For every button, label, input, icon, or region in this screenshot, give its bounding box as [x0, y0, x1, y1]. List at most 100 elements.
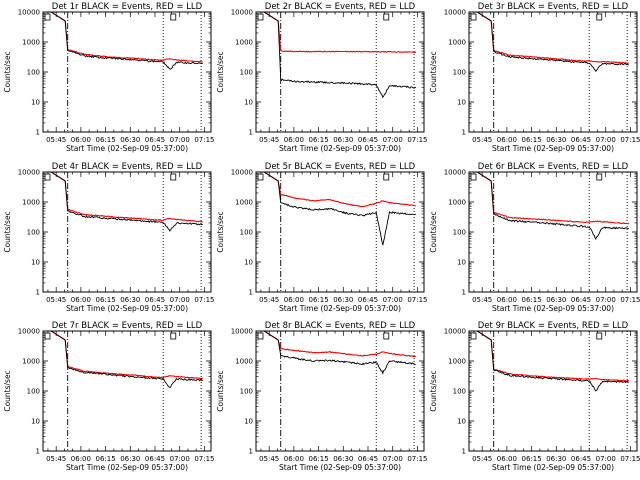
y-tick-label: 10000	[231, 9, 253, 17]
saa-marker	[383, 173, 390, 181]
x-axis-label: Start Time (02-Sep-09 05:37:00)	[279, 463, 401, 472]
panel-title: Det 7r BLACK = Events, RED = LLD	[52, 321, 203, 331]
plot-frame	[255, 171, 425, 293]
lld-series-line	[469, 12, 629, 64]
y-tick-label: 10	[457, 418, 466, 426]
panel-title: Det 2r BLACK = Events, RED = LLD	[265, 2, 416, 12]
x-tick-label: 07:00	[170, 296, 190, 304]
x-tick-label: 06:30	[333, 296, 353, 304]
events-series-line	[469, 12, 629, 72]
y-tick-label: 10	[457, 259, 466, 267]
panel-4: Det 4r BLACK = Events, RED = LLD Counts/s…	[3, 162, 215, 313]
x-tick-label: 06:45	[358, 296, 378, 304]
panel-8: Det 8r BLACK = Events, RED = LLD Counts/s…	[216, 321, 428, 472]
plot-frame	[468, 11, 638, 133]
lld-series-line	[256, 331, 416, 358]
y-axis-label: Counts/sec	[429, 370, 438, 411]
y-tick-label: 100	[27, 69, 40, 77]
x-axis-label: Start Time (02-Sep-09 05:37:00)	[492, 304, 614, 313]
y-tick-label: 100	[27, 229, 40, 237]
y-tick-label: 1	[249, 448, 253, 456]
x-tick-label: 06:30	[546, 455, 566, 463]
plot-frame	[42, 11, 212, 133]
x-tick-label: 05:45	[46, 136, 66, 144]
y-axis-label: Counts/sec	[429, 211, 438, 252]
plot-frame	[468, 330, 638, 452]
x-tick-label: 05:45	[472, 296, 492, 304]
y-tick-label: 1	[36, 289, 40, 297]
y-tick-label: 1000	[22, 199, 40, 207]
x-axis-label: Start Time (02-Sep-09 05:37:00)	[66, 304, 188, 313]
y-tick-label: 100	[27, 388, 40, 396]
panel-6: Det 6r BLACK = Events, RED = LLD Counts/s…	[429, 162, 640, 313]
plot-frame	[42, 330, 212, 452]
y-tick-label: 1	[462, 129, 466, 137]
y-tick-label: 10	[31, 259, 40, 267]
x-axis-label: Start Time (02-Sep-09 05:37:00)	[66, 144, 188, 153]
y-tick-label: 1000	[448, 199, 466, 207]
saa-marker	[383, 13, 390, 21]
x-tick-label: 06:30	[120, 136, 140, 144]
x-tick-label: 06:15	[521, 455, 541, 463]
x-tick-label: 07:15	[194, 136, 214, 144]
x-tick-label: 06:45	[358, 455, 378, 463]
x-tick-label: 06:00	[284, 136, 304, 144]
x-tick-label: 06:00	[497, 455, 517, 463]
saa-marker	[383, 332, 390, 340]
y-tick-label: 100	[240, 388, 253, 396]
x-tick-label: 06:00	[71, 455, 91, 463]
events-series-line	[256, 12, 417, 99]
x-axis-label: Start Time (02-Sep-09 05:37:00)	[279, 144, 401, 153]
x-tick-label: 07:00	[383, 455, 403, 463]
y-tick-label: 100	[453, 229, 466, 237]
x-tick-label: 06:30	[120, 296, 140, 304]
x-tick-label: 05:45	[259, 296, 279, 304]
y-tick-label: 1000	[235, 39, 253, 47]
start-marker	[257, 13, 264, 21]
saa-marker	[596, 13, 603, 21]
y-axis-label: Counts/sec	[216, 211, 225, 252]
x-tick-label: 07:00	[170, 455, 190, 463]
y-tick-label: 10000	[18, 328, 40, 336]
x-tick-label: 06:30	[120, 455, 140, 463]
x-tick-label: 06:30	[333, 455, 353, 463]
lld-series-line	[43, 331, 203, 380]
panel-1: Det 1r BLACK = Events, RED = LLD Counts/s…	[3, 2, 215, 153]
start-marker	[44, 173, 51, 181]
plot-frame	[468, 171, 638, 293]
panel-5: Det 5r BLACK = Events, RED = LLD Counts/s…	[216, 162, 428, 313]
x-tick-label: 06:00	[71, 136, 91, 144]
y-tick-label: 1	[249, 129, 253, 137]
y-tick-label: 1	[462, 289, 466, 297]
x-tick-label: 07:15	[194, 455, 214, 463]
x-tick-label: 06:45	[358, 136, 378, 144]
x-tick-label: 07:00	[596, 296, 616, 304]
panel-title: Det 5r BLACK = Events, RED = LLD	[265, 162, 416, 172]
events-series-line	[469, 172, 629, 241]
panel-title: Det 4r BLACK = Events, RED = LLD	[52, 162, 203, 172]
x-tick-label: 06:00	[71, 296, 91, 304]
x-tick-label: 06:00	[284, 296, 304, 304]
x-tick-label: 06:15	[95, 455, 115, 463]
x-axis-label: Start Time (02-Sep-09 05:37:00)	[492, 463, 614, 472]
saa-marker	[170, 13, 177, 21]
start-marker	[470, 13, 477, 21]
x-axis-label: Start Time (02-Sep-09 05:37:00)	[279, 304, 401, 313]
x-tick-label: 06:15	[308, 296, 328, 304]
y-tick-label: 1000	[448, 39, 466, 47]
y-tick-label: 10000	[444, 328, 466, 336]
start-marker	[257, 332, 264, 340]
x-tick-label: 05:45	[259, 136, 279, 144]
saa-marker	[170, 173, 177, 181]
start-marker	[44, 332, 51, 340]
panel-7: Det 7r BLACK = Events, RED = LLD Counts/s…	[3, 321, 215, 472]
events-series-line	[43, 12, 203, 70]
panel-title: Det 3r BLACK = Events, RED = LLD	[478, 2, 629, 12]
y-tick-label: 1	[462, 448, 466, 456]
y-tick-label: 100	[453, 69, 466, 77]
y-axis-label: Counts/sec	[3, 211, 12, 252]
y-tick-label: 10	[244, 418, 253, 426]
plot-frame	[255, 11, 425, 133]
y-tick-label: 10	[244, 259, 253, 267]
x-tick-label: 06:30	[333, 136, 353, 144]
